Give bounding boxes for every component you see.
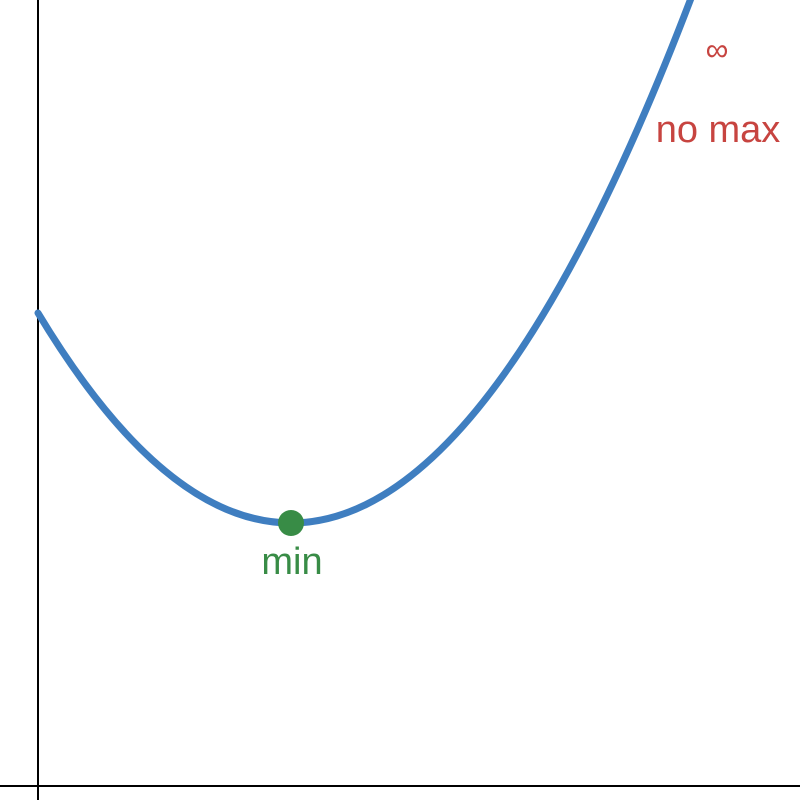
- min-label: min: [261, 541, 322, 583]
- min-point: [278, 510, 304, 536]
- no-max-label: no max: [656, 109, 781, 151]
- curve: [34, 0, 695, 527]
- infinity-label: ∞: [706, 31, 729, 67]
